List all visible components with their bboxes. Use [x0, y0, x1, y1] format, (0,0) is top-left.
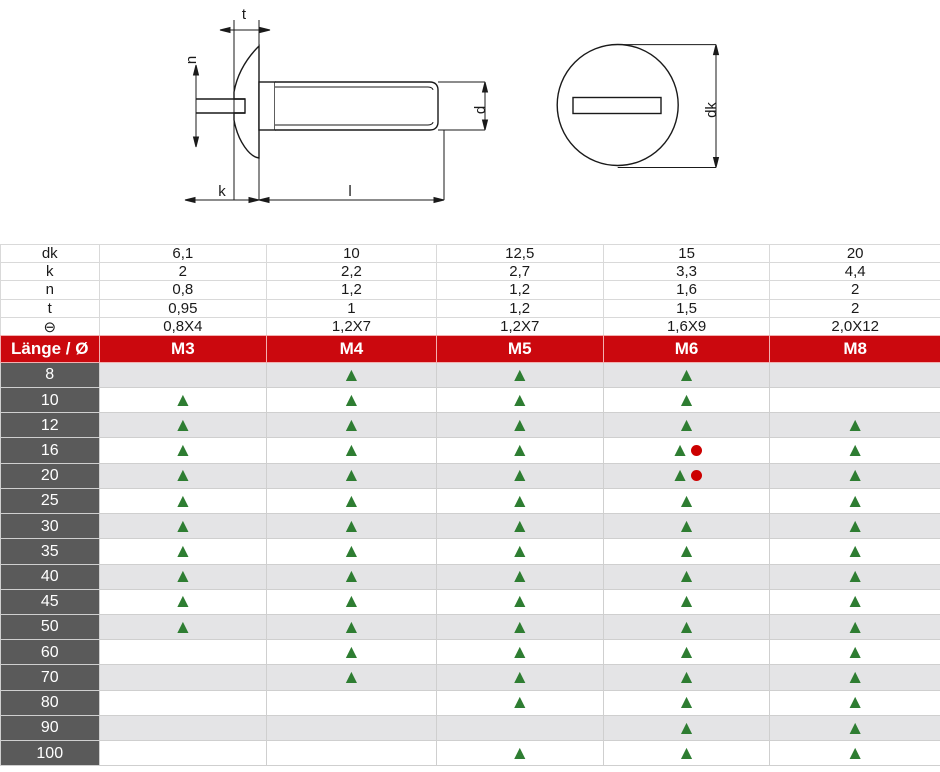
- svg-text:t: t: [242, 6, 247, 23]
- svg-text:l: l: [348, 183, 351, 200]
- svg-text:dk: dk: [703, 102, 720, 118]
- svg-text:d: d: [472, 106, 489, 114]
- svg-text:n: n: [183, 56, 200, 64]
- svg-text:k: k: [218, 183, 226, 200]
